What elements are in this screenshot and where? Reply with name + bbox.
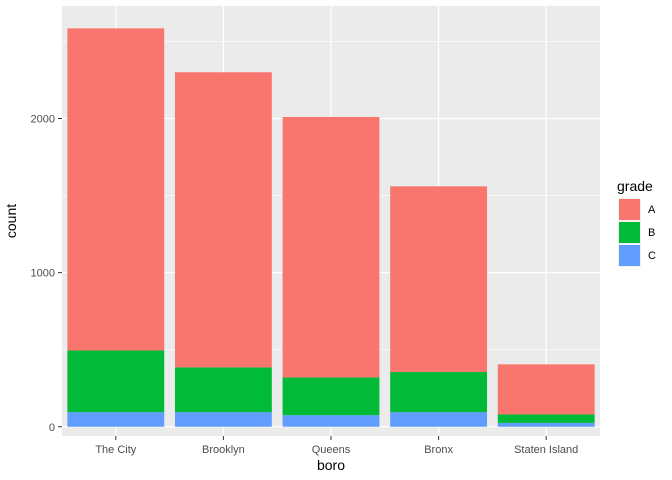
bar-segment-B [174,367,272,413]
y-tick-label: 2000 [31,114,55,126]
bar-segment-A [390,186,488,373]
bar-segment-B [390,372,488,413]
legend-label: C [648,250,656,262]
x-tick-label: Brooklyn [202,444,245,456]
legend-swatch-A [619,199,640,220]
bar-segment-B [282,377,380,416]
bar-segment-C [67,412,165,427]
x-tick-label: Queens [312,444,351,456]
bar-segment-B [497,414,595,423]
legend: grade ABC [617,178,656,267]
legend-swatch-C [619,245,640,266]
bars [67,28,595,427]
bar-segment-C [282,415,380,427]
x-axis-title: boro [317,457,345,473]
x-axis: The City Brooklyn Queens Bronx Staten Island [95,436,578,456]
x-tick-label: Bronx [424,444,453,456]
y-tick-label: 1000 [31,268,55,280]
x-tick-label: Staten Island [514,444,578,456]
legend-title: grade [617,178,653,194]
y-axis-title: count [3,204,19,238]
bar-segment-C [174,412,272,427]
bar-segment-A [67,28,165,351]
legend-swatch-B [619,222,640,243]
x-tick-label: The City [95,444,136,456]
bar-segment-C [497,422,595,427]
y-axis: 0 1000 2000 [31,114,62,434]
bar-segment-A [174,72,272,368]
legend-label: B [648,227,655,239]
bar-segment-A [497,364,595,415]
bar-segment-A [282,116,380,378]
bar-segment-C [390,412,488,427]
y-tick-label: 0 [49,422,55,434]
bar-segment-B [67,350,165,413]
legend-label: A [648,204,656,216]
